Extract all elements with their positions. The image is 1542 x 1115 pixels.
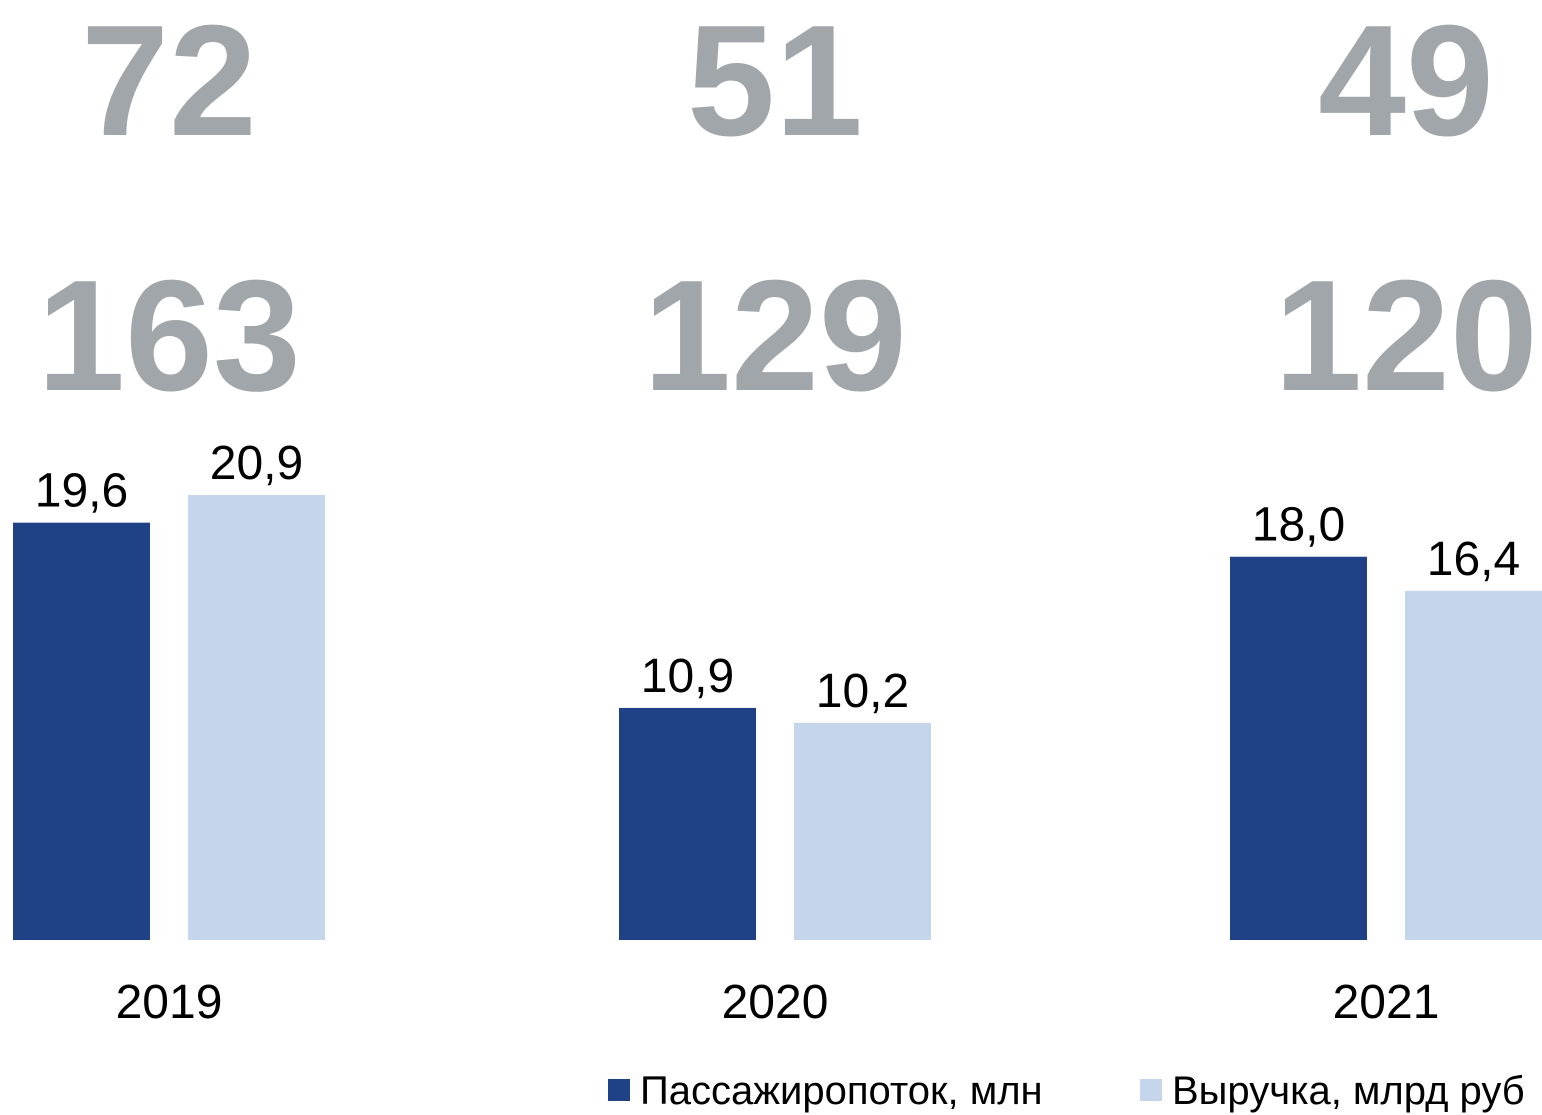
value-label: 19,6	[35, 465, 128, 518]
legend-swatch	[608, 1079, 630, 1101]
x-tick-label: 2020	[722, 976, 829, 1029]
bar	[188, 495, 325, 940]
value-label: 20,9	[210, 437, 303, 490]
highlight-number: 51	[687, 0, 863, 169]
bar	[1230, 556, 1367, 940]
value-label: 10,2	[816, 665, 909, 718]
legend-label: Пассажиропоток, млн	[640, 1069, 1043, 1113]
value-label: 18,0	[1252, 499, 1345, 552]
legend-label: Выручка, млрд руб	[1172, 1069, 1525, 1113]
bar	[619, 707, 756, 940]
bar	[1405, 590, 1542, 940]
bar	[794, 722, 931, 940]
highlight-number: 129	[643, 248, 907, 424]
highlight-number: 72	[81, 0, 257, 169]
bar	[13, 522, 150, 940]
x-tick-label: 2021	[1333, 976, 1440, 1029]
highlight-number: 163	[37, 248, 301, 424]
value-label: 16,4	[1427, 533, 1520, 586]
value-label: 10,9	[641, 650, 734, 703]
x-tick-label: 2019	[116, 976, 223, 1029]
highlight-number: 120	[1274, 248, 1538, 424]
legend-swatch	[1140, 1079, 1162, 1101]
highlight-number: 49	[1318, 0, 1494, 169]
